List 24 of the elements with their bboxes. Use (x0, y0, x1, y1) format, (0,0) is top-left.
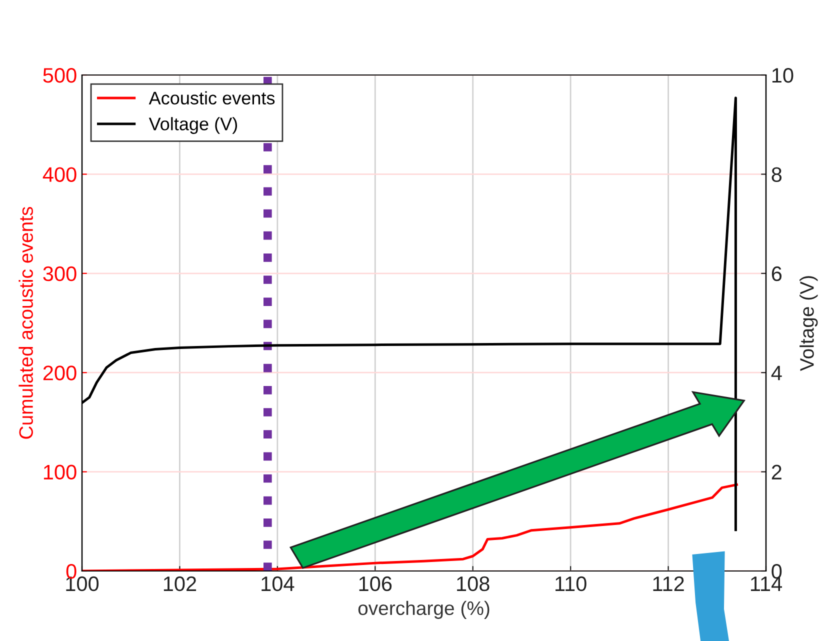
y-axis-title: Cumulated acoustic events (18, 206, 33, 439)
x-tick-label: 106 (359, 576, 392, 592)
x-tick-label: 110 (556, 576, 586, 592)
y-tick-label: 500 (43, 68, 76, 83)
y2-tick-label: 8 (772, 167, 782, 182)
legend-label: Acoustic events (148, 91, 275, 105)
y-tick-label: 200 (43, 366, 76, 380)
y2-tick-label: 2 (772, 464, 782, 480)
x-tick-label: 114 (750, 576, 782, 591)
x-tick-label: 104 (262, 576, 294, 592)
y2-axis-title: Voltage (V) (800, 276, 818, 372)
y2-tick-label: 6 (772, 266, 782, 282)
y-tick-label: 100 (44, 464, 76, 480)
y-tick-label: 400 (42, 167, 76, 182)
y2-tick-label: 10 (772, 68, 794, 83)
line-series (82, 483, 738, 571)
legend-label: Voltage (V) (148, 117, 238, 134)
y-tick-label: 300 (43, 266, 76, 282)
x-tick-label: 102 (164, 576, 196, 592)
x-axis-title: overcharge (%) (358, 600, 490, 619)
x-tick-label: 112 (653, 576, 684, 591)
x-tick-label: 108 (457, 576, 490, 592)
y2-tick-label: 4 (771, 366, 782, 380)
y2-tick-label: 0 (772, 564, 782, 579)
